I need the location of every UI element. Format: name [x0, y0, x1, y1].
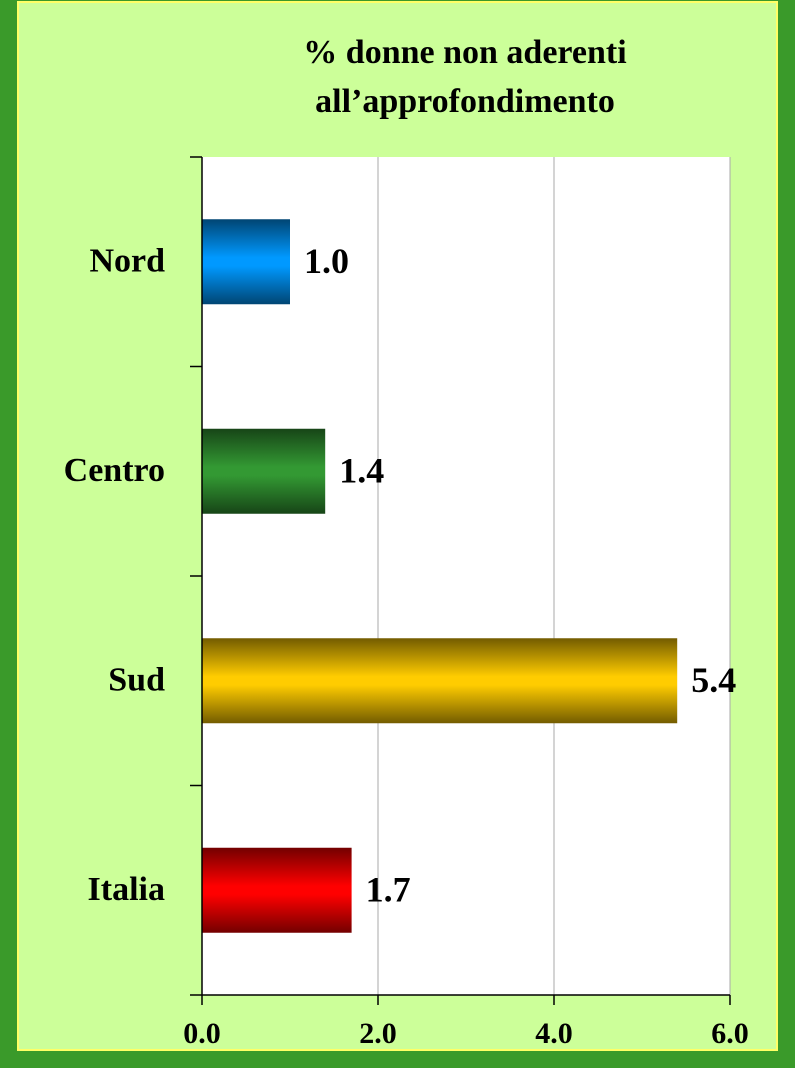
- chart-title: all’approfondimento: [315, 83, 615, 120]
- value-label: 1.0: [304, 241, 349, 281]
- bar: [202, 638, 678, 724]
- value-label: 1.4: [339, 451, 384, 491]
- value-label: 1.7: [366, 870, 411, 910]
- y-tick-label: Centro: [64, 452, 165, 489]
- y-tick-label: Nord: [89, 243, 165, 280]
- bar: [202, 219, 290, 305]
- bar: [202, 847, 352, 933]
- y-tick-label: Italia: [88, 871, 165, 908]
- bar: [202, 428, 326, 514]
- y-tick-label: Sud: [108, 662, 165, 699]
- x-tick-label: 6.0: [711, 1017, 749, 1050]
- x-tick-label: 2.0: [359, 1017, 397, 1050]
- chart-title: % donne non aderenti: [303, 34, 626, 71]
- x-tick-label: 4.0: [535, 1017, 573, 1050]
- x-tick-label: 0.0: [183, 1017, 221, 1050]
- value-label: 5.4: [691, 660, 736, 700]
